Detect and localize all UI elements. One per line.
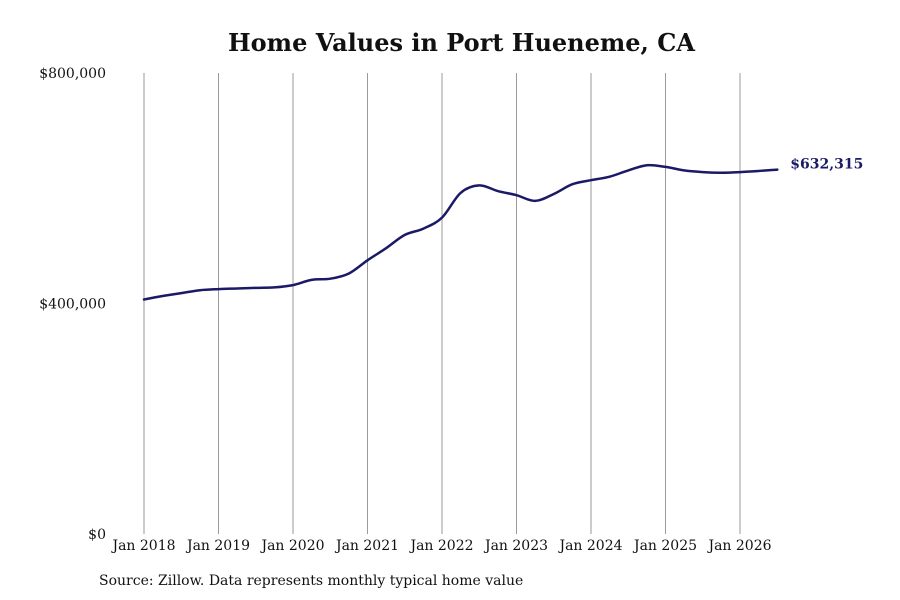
chart-title: Home Values in Port Hueneme, CA (227, 28, 695, 57)
x-tick-label: Jan 2025 (632, 538, 697, 554)
source-note: Source: Zillow. Data represents monthly … (99, 573, 524, 589)
series-line (142, 163, 779, 301)
x-tick-label: Jan 2022 (408, 538, 473, 554)
y-axis: $0 $400,000 $800,000 (39, 66, 106, 543)
y-tick-label: $400,000 (39, 297, 106, 313)
x-tick-label: Jan 2026 (706, 538, 771, 554)
y-tick-label: $800,000 (39, 66, 106, 82)
x-tick-label: Jan 2019 (185, 538, 250, 554)
x-tick-label: Jan 2018 (110, 538, 175, 554)
y-tick-label: $0 (88, 527, 106, 543)
x-tick-label: Jan 2023 (483, 538, 548, 554)
x-tick-label: Jan 2024 (557, 538, 622, 554)
end-value-label: $632,315 (790, 157, 863, 173)
x-tick-label: Jan 2020 (259, 538, 324, 554)
gridlines (143, 73, 741, 534)
x-tick-label: Jan 2021 (334, 538, 399, 554)
x-axis: Jan 2018 Jan 2019 Jan 2020 Jan 2021 Jan 2022… (110, 538, 771, 554)
